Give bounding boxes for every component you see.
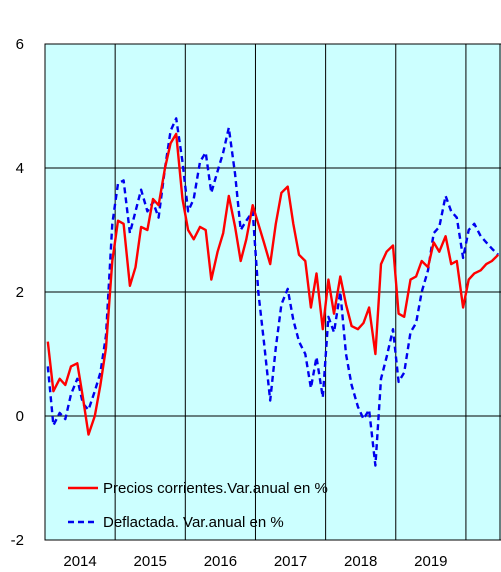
x-axis-ticks: 2014 2015 2016 2017 2018 2019 <box>63 553 447 570</box>
series-line <box>46 132 500 436</box>
y-tick-label: 6 <box>16 36 24 53</box>
x-tick-label: 2017 <box>274 553 307 570</box>
plot-area-border <box>44 43 501 541</box>
legend-label: Precios corrientes.Var.anual en % <box>103 480 328 497</box>
y-tick-label: 4 <box>16 160 24 177</box>
y-axis-ticks: 6 4 2 0 -2 <box>11 36 24 549</box>
x-tick-label: 2014 <box>63 553 96 570</box>
series-layer <box>46 117 500 467</box>
y-tick-label: 0 <box>16 408 24 425</box>
x-tick-label: 2015 <box>134 553 167 570</box>
y-tick-label: 2 <box>16 284 24 301</box>
x-tick-label: 2019 <box>414 553 447 570</box>
series-line <box>46 117 500 467</box>
legend: Precios corrientes.Var.anual en % Deflact… <box>68 480 328 531</box>
x-tick-label: 2018 <box>344 553 377 570</box>
y-tick-label: -2 <box>11 532 24 549</box>
legend-label: Deflactada. Var.anual en % <box>103 514 284 531</box>
x-tick-label: 2016 <box>204 553 237 570</box>
